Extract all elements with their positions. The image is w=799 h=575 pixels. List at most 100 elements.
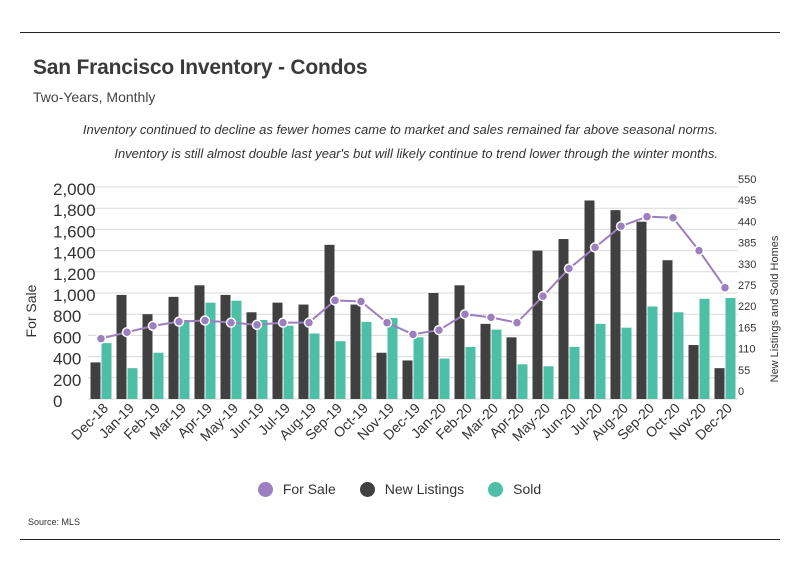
bar-new-listings bbox=[480, 323, 491, 399]
bar-new-listings bbox=[116, 294, 127, 399]
bar-sold bbox=[231, 300, 242, 399]
legend-label-for-sale: For Sale bbox=[282, 481, 336, 497]
bar-sold bbox=[725, 298, 736, 399]
bar-new-listings bbox=[376, 352, 387, 399]
bar-new-listings bbox=[272, 302, 283, 399]
bar-sold bbox=[335, 341, 346, 399]
y2-axis-title: New Listings and Sold Homes bbox=[769, 235, 781, 382]
bar-sold bbox=[413, 337, 424, 399]
y-tick-label: 1,600 bbox=[53, 222, 96, 241]
bar-sold bbox=[569, 346, 580, 399]
page-subtitle: Two-Years, Monthly bbox=[33, 89, 156, 105]
point-for-sale bbox=[563, 263, 575, 274]
bar-new-listings bbox=[610, 210, 621, 399]
legend-swatch-new-listings bbox=[359, 481, 375, 497]
bar-sold bbox=[491, 329, 502, 399]
point-for-sale bbox=[303, 317, 315, 328]
annotation-line-1: Inventory continued to decline as fewer … bbox=[82, 122, 718, 137]
bar-new-listings bbox=[194, 285, 205, 399]
bar-new-listings bbox=[168, 296, 179, 399]
bar-new-listings bbox=[350, 304, 361, 399]
point-for-sale bbox=[407, 329, 419, 340]
bar-sold bbox=[179, 319, 190, 399]
point-for-sale bbox=[355, 296, 367, 307]
point-for-sale bbox=[433, 324, 445, 336]
line-for-sale bbox=[100, 215, 726, 340]
y2-tick-label: 550 bbox=[738, 174, 756, 186]
bar-sold bbox=[647, 306, 658, 399]
bar-sold bbox=[387, 318, 398, 399]
bar-sold bbox=[205, 302, 216, 399]
point-for-sale bbox=[225, 317, 237, 328]
bar-sold bbox=[517, 364, 528, 399]
point-for-sale bbox=[693, 245, 705, 256]
page-title: San Francisco Inventory - Condos bbox=[33, 56, 368, 79]
bar-sold bbox=[101, 343, 112, 399]
point-for-sale bbox=[537, 290, 549, 302]
y2-tick-label: 220 bbox=[738, 301, 756, 313]
y-tick-label: 800 bbox=[53, 307, 81, 326]
bar-new-listings bbox=[506, 337, 517, 399]
legend-item-sold: Sold bbox=[488, 481, 541, 497]
y-tick-label: 0 bbox=[53, 392, 62, 411]
y2-tick-label: 385 bbox=[738, 238, 756, 250]
y-axis-title: For Sale bbox=[23, 284, 39, 337]
point-for-sale bbox=[719, 282, 731, 293]
bar-sold bbox=[621, 327, 632, 399]
point-for-sale bbox=[615, 220, 627, 232]
point-for-sale bbox=[641, 211, 653, 222]
bar-sold bbox=[309, 333, 320, 399]
bar-new-listings bbox=[324, 244, 335, 399]
chart-legend: For Sale New Listings Sold bbox=[0, 481, 799, 497]
y-tick-label: 1,800 bbox=[53, 201, 96, 220]
y2-tick-label: 330 bbox=[738, 259, 756, 271]
point-for-sale bbox=[511, 317, 523, 328]
y-tick-label: 2,000 bbox=[53, 180, 96, 199]
legend-label-sold: Sold bbox=[513, 481, 542, 497]
point-for-sale bbox=[589, 242, 601, 253]
bar-new-listings bbox=[428, 293, 439, 399]
bar-new-listings bbox=[714, 368, 725, 399]
legend-item-new-listings: New Listings bbox=[359, 481, 464, 497]
bar-sold bbox=[257, 319, 268, 399]
bar-sold bbox=[283, 325, 294, 399]
y-tick-label: 1,200 bbox=[53, 265, 96, 284]
y-tick-label: 200 bbox=[53, 371, 81, 390]
y2-tick-label: 275 bbox=[738, 280, 756, 292]
y2-tick-label: 0 bbox=[738, 386, 744, 398]
y2-tick-label: 55 bbox=[738, 365, 750, 377]
legend-swatch-for-sale bbox=[257, 481, 273, 497]
legend-swatch-sold bbox=[488, 481, 504, 497]
legend-item-for-sale: For Sale bbox=[257, 481, 336, 497]
bar-sold bbox=[153, 352, 164, 399]
bar-sold bbox=[543, 366, 554, 399]
point-for-sale bbox=[381, 317, 393, 328]
bar-sold bbox=[439, 358, 450, 399]
bar-sold bbox=[595, 323, 606, 399]
bar-new-listings bbox=[558, 239, 569, 399]
bar-new-listings bbox=[142, 314, 153, 399]
y-tick-label: 1,400 bbox=[53, 244, 96, 263]
bottom-rule bbox=[20, 539, 780, 540]
bar-new-listings bbox=[688, 345, 699, 399]
bar-new-listings bbox=[636, 221, 647, 399]
y-tick-label: 400 bbox=[53, 350, 81, 369]
y2-tick-label: 440 bbox=[738, 216, 756, 228]
bar-sold bbox=[699, 298, 710, 399]
y-tick-label: 1,000 bbox=[53, 286, 96, 305]
y2-tick-label: 165 bbox=[738, 322, 756, 334]
bar-sold bbox=[673, 312, 684, 399]
point-for-sale bbox=[329, 295, 341, 306]
bar-new-listings bbox=[532, 250, 543, 399]
bar-new-listings bbox=[454, 285, 465, 399]
bar-new-listings bbox=[90, 362, 101, 399]
point-for-sale bbox=[147, 320, 159, 332]
annotation-line-2: Inventory is still almost double last ye… bbox=[114, 146, 718, 161]
point-for-sale bbox=[485, 312, 497, 323]
source-note: Source: MLS bbox=[28, 517, 81, 527]
y-tick-label: 600 bbox=[53, 328, 81, 347]
top-rule bbox=[20, 32, 780, 33]
bar-new-listings bbox=[220, 294, 231, 399]
y2-tick-label: 495 bbox=[738, 195, 756, 207]
